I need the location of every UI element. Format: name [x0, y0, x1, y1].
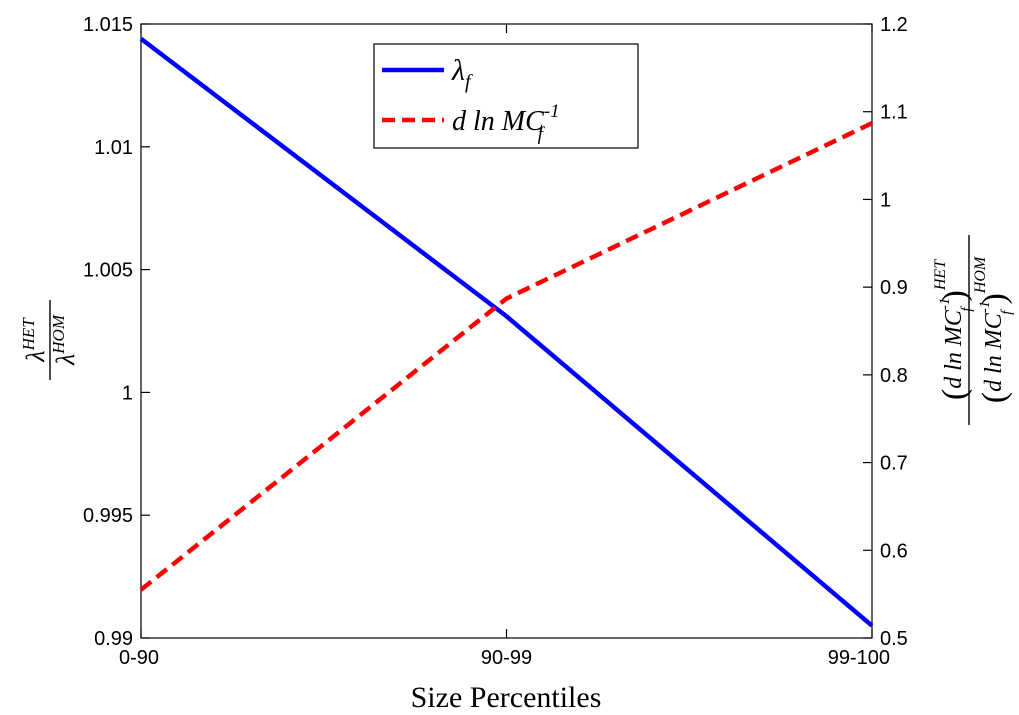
left-tick-label: 1.005 [83, 260, 133, 282]
left-y-den-base: λ [51, 354, 80, 366]
right-tick-label: 0.5 [880, 628, 908, 650]
series-line-0 [139, 36, 874, 628]
x-tick-label: 90-99 [481, 647, 532, 669]
x-tick-label: 99-100 [828, 647, 890, 669]
right-tick-label: 1.1 [880, 102, 908, 124]
svg-text:λHOM: λHOM [49, 314, 80, 366]
right-y-num-exp: -1 [937, 298, 953, 311]
svg-text:(d ln MC-1f)HOM: (d ln MC-1 f)HOM [972, 255, 1015, 403]
legend-entry-lambda: λf [451, 54, 473, 93]
right-tick-label: 1.2 [880, 14, 908, 36]
right-y-den-exp: -1 [977, 301, 993, 314]
right-tick-label: 0.8 [880, 365, 908, 387]
right-axis-ticks: 0.5 0.6 0.7 0.8 0.9 1 1.1 1.2 [863, 14, 908, 650]
right-y-den-sub: f [999, 309, 1015, 315]
left-tick-label: 0.99 [94, 628, 133, 650]
series-line-1 [139, 121, 873, 592]
right-y-den-base: d ln MC [981, 312, 1007, 392]
right-tick-label: 0.7 [880, 453, 908, 475]
left-y-num-sup: HET [19, 317, 38, 352]
right-y-axis-title: (d ln MC-1 f)HET (d ln MC-1 f)HOM [932, 235, 1015, 425]
left-y-axis-title: λHET λHOM [19, 300, 80, 380]
right-y-num-sub: f [959, 306, 975, 312]
right-y-den-sup: HOM [972, 255, 989, 294]
left-tick-label: 1.01 [94, 137, 133, 159]
right-tick-label: 0.6 [880, 540, 908, 562]
left-axis-ticks: 0.99 0.995 1 1.005 1.01 1.015 [83, 14, 150, 650]
svg-text:λHET: λHET [19, 317, 50, 363]
left-y-num-base: λ [21, 350, 50, 362]
x-tick-label: 0-90 [119, 647, 159, 669]
left-tick-label: 1.015 [83, 14, 133, 36]
series-layer [139, 36, 874, 628]
legend-entry-dlnmc: d ln MC-1 f [452, 101, 560, 145]
right-tick-label: 1 [880, 189, 891, 211]
svg-text:(d ln MC-1f)HET: (d ln MC-1 f)HET [932, 259, 975, 400]
left-y-den-sup: HOM [49, 314, 68, 355]
right-tick-label: 0.9 [880, 277, 908, 299]
legend: λf d ln MC-1 f [373, 43, 639, 149]
x-axis-ticks: 0-90 90-99 99-100 [119, 24, 890, 669]
x-axis-title: Size Percentiles [411, 681, 602, 714]
left-tick-label: 0.995 [83, 505, 133, 527]
legend-box [373, 43, 639, 149]
right-y-num-base: d ln MC [941, 309, 967, 389]
left-tick-label: 1 [122, 382, 133, 404]
right-y-num-sup: HET [932, 259, 949, 291]
